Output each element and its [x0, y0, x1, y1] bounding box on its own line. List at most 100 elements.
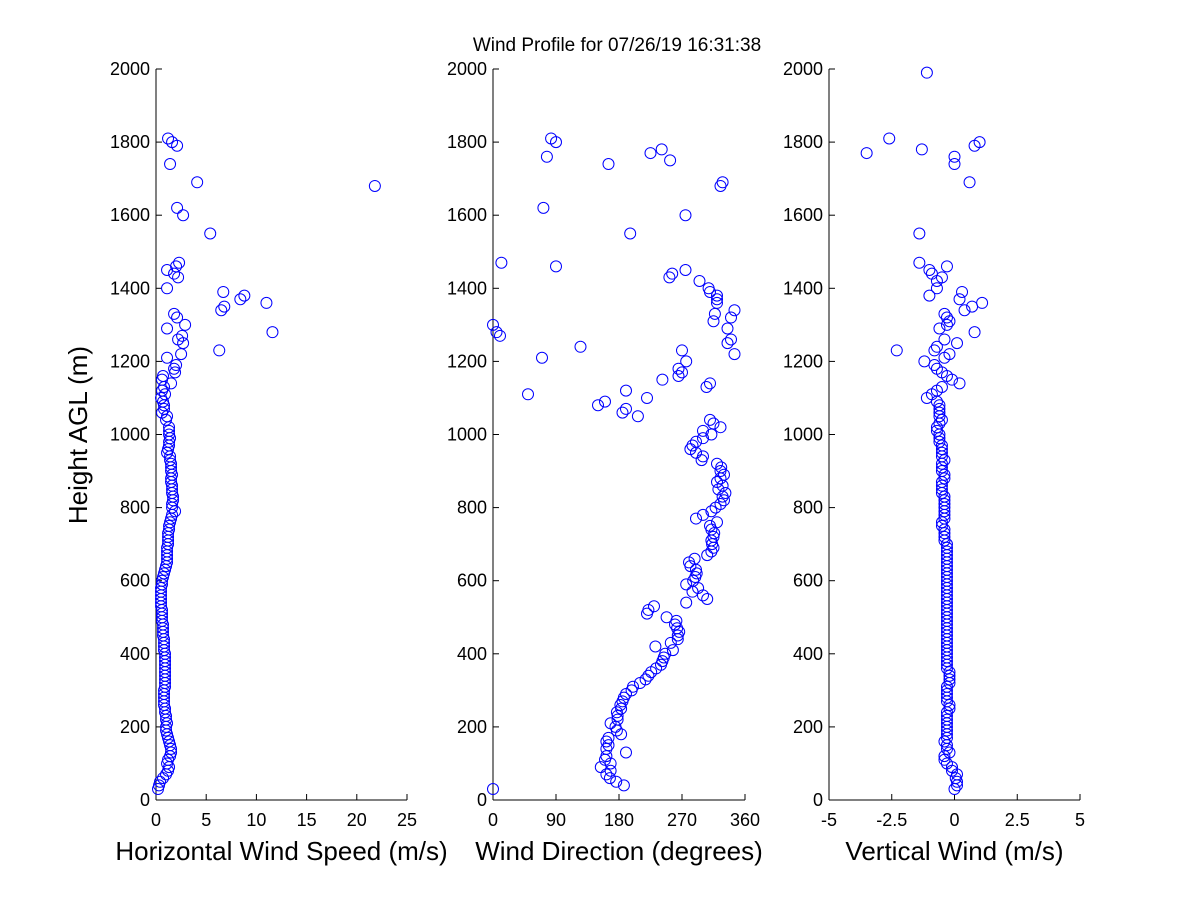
direction-data-point	[540, 150, 553, 163]
vertical-data-point	[938, 494, 951, 507]
vertical-data-point	[890, 344, 903, 357]
speed-y-tick-label: 2000	[110, 59, 150, 79]
vertical-y-tick-label: 0	[813, 790, 823, 810]
vertical-data-point	[928, 344, 941, 357]
vertical-data-point	[943, 702, 956, 715]
vertical-data-point	[913, 256, 926, 269]
vertical-data-point	[920, 66, 933, 79]
direction-data-point	[592, 399, 604, 412]
speed-x-tick-label: 25	[397, 810, 417, 830]
vertical-data-point	[935, 413, 948, 426]
speed-data-point	[168, 267, 181, 280]
vertical-data-point	[963, 176, 976, 189]
speed-data-point	[179, 318, 192, 331]
direction-data-point	[714, 465, 727, 478]
vertical-y-tick-label: 2000	[783, 59, 823, 79]
vertical-data-point	[940, 545, 953, 558]
speed-data-point	[215, 304, 228, 317]
vertical-data-point	[940, 311, 953, 324]
direction-data-point	[650, 662, 663, 675]
direction-data-point	[620, 384, 632, 397]
speed-data-point	[173, 256, 186, 269]
speed-y-tick-label: 800	[120, 498, 150, 518]
speed-data-point	[175, 348, 188, 361]
direction-data-point	[550, 136, 562, 149]
direction-data-point	[707, 530, 720, 543]
speed-data-point	[158, 567, 171, 580]
vertical-data-point	[935, 465, 948, 478]
vertical-data-point	[943, 348, 956, 361]
vertical-y-tick-label: 400	[793, 644, 823, 664]
vertical-y-tick-label: 200	[793, 717, 823, 737]
panel-wind-direction: 0 200 400 600 800 1000 1200 1400 1600 1800 2000 0 90…	[447, 59, 763, 866]
speed-data-point	[161, 282, 174, 295]
direction-data-point	[711, 296, 723, 309]
speed-y-tick-label: 1200	[110, 351, 150, 371]
speed-data-point	[234, 293, 247, 306]
direction-data-point	[655, 143, 668, 156]
vertical-data-point	[938, 454, 951, 467]
direction-data-point	[487, 318, 499, 331]
vertical-data-point	[883, 132, 896, 145]
vertical-data-point	[923, 289, 936, 302]
direction-data-point	[614, 698, 627, 711]
direction-y-tick-label: 1400	[447, 278, 487, 298]
direction-data-point	[602, 731, 615, 744]
speed-x-tick-label: 5	[201, 810, 211, 830]
direction-data-point	[611, 709, 624, 722]
direction-data-point	[714, 497, 727, 510]
direction-data-point	[690, 567, 703, 580]
speed-data-point	[170, 260, 183, 273]
vertical-data-point	[930, 362, 943, 375]
direction-x-tick-label: 180	[604, 810, 634, 830]
direction-data-point	[701, 592, 714, 605]
direction-data-point	[719, 486, 732, 499]
vertical-data-point	[933, 406, 946, 419]
speed-data-point	[157, 370, 170, 383]
direction-data-point	[707, 417, 720, 430]
vertical-data-point	[913, 227, 926, 240]
direction-data-point	[680, 578, 693, 591]
vertical-data-point	[930, 424, 943, 437]
direction-data-point	[610, 775, 623, 788]
speed-data-point	[163, 735, 176, 748]
direction-data-point	[522, 388, 534, 401]
vertical-data-point	[948, 783, 961, 796]
direction-data-point	[707, 315, 720, 328]
direction-data-point	[697, 432, 709, 445]
direction-data-point	[617, 779, 630, 792]
direction-data-point	[728, 304, 741, 317]
vertical-data-point	[940, 713, 953, 726]
direction-data-point	[574, 340, 587, 353]
vertical-y-tick-label: 600	[793, 571, 823, 591]
speed-data-point	[166, 136, 179, 149]
direction-data-point	[648, 600, 660, 613]
direction-y-tick-label: 200	[457, 717, 487, 737]
direction-data-point	[660, 611, 673, 624]
vertical-data-point	[860, 147, 873, 160]
vertical-data-point	[940, 688, 953, 701]
direction-data-point	[671, 622, 684, 635]
direction-data-point	[615, 702, 628, 715]
direction-data-point	[494, 329, 506, 342]
speed-data-point	[217, 285, 230, 298]
direction-data-point	[708, 307, 721, 320]
vertical-data-point	[918, 355, 931, 368]
direction-data-point	[672, 362, 685, 375]
vertical-data-point	[933, 322, 946, 335]
direction-data-point	[537, 201, 550, 214]
speed-data-point	[159, 388, 172, 401]
vertical-data-point	[953, 377, 966, 390]
speed-data-point	[163, 424, 176, 437]
speed-data-point	[177, 209, 190, 222]
direction-data-point	[602, 158, 615, 171]
direction-data-point	[711, 516, 723, 529]
direction-x-axis-label: Wind Direction (degrees)	[475, 836, 763, 866]
speed-data-point	[154, 775, 167, 788]
vertical-y-tick-label: 1800	[783, 132, 823, 152]
direction-data-point	[550, 260, 562, 273]
direction-data-point	[610, 706, 623, 719]
vertical-data-point	[940, 318, 953, 331]
speed-data-point	[176, 329, 189, 342]
vertical-data-point	[968, 326, 981, 339]
